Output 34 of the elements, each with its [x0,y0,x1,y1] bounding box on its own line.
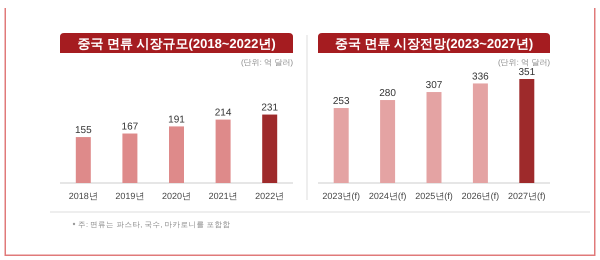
x-tick-label: 2019년 [115,191,144,201]
bar [472,83,488,183]
bar [380,100,396,183]
x-tick-label: 2024년(f) [368,191,406,201]
x-tick-label: 2020년 [162,191,192,201]
bar [122,134,138,183]
x-tick-label: 2025년(f) [415,191,453,201]
data-label: 253 [332,96,350,108]
data-label: 280 [379,88,396,100]
x-tick-label: 2018년 [68,191,98,201]
chart-subtitle: (단위: 억 달러) [498,58,550,67]
x-tick-label: 2022년 [255,191,284,201]
chart-title: 중국 면류 시장전망(2023~2027년) [334,36,534,51]
bar [519,79,534,183]
chart-title: 중국 면류 시장규모(2018~2022년) [77,36,276,51]
data-label: 167 [122,122,139,133]
data-label: 191 [168,114,186,126]
bar [76,137,91,183]
data-label: 351 [518,67,536,78]
data-label: 336 [472,71,490,82]
data-label: 155 [74,125,92,136]
bar [216,120,231,183]
x-tick-label: 2026년(f) [462,191,500,201]
x-tick-label: 2023년(f) [322,191,360,201]
x-tick-label: 2027년(f) [508,191,546,201]
chart-subtitle: (단위: 억 달러) [241,58,294,67]
data-label: 231 [261,102,278,114]
x-tick-label: 2021년 [208,191,238,201]
bar [169,126,184,183]
data-label: 214 [214,108,232,119]
data-label: 307 [426,80,443,92]
bar [334,108,349,183]
bar [262,114,278,183]
bar [426,92,442,183]
